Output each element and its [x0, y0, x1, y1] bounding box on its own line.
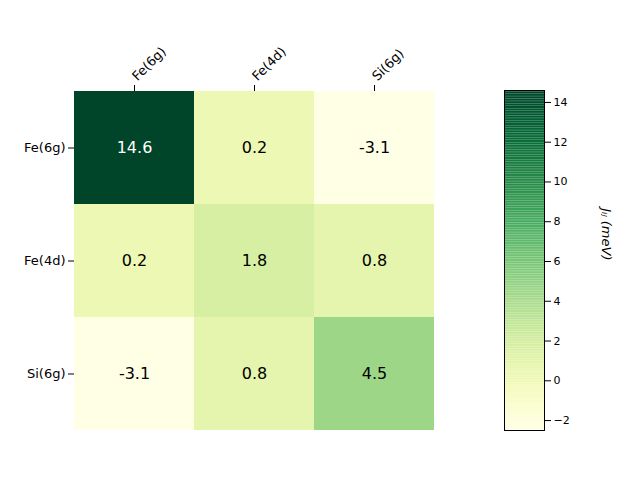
svg-text:4: 4: [554, 295, 561, 308]
svg-text:0.2: 0.2: [242, 138, 267, 157]
svg-text:Si(6g): Si(6g): [369, 46, 407, 84]
svg-text:0: 0: [554, 374, 561, 387]
svg-text:1.8: 1.8: [242, 251, 267, 270]
svg-text:8: 8: [554, 215, 561, 228]
svg-text:-3.1: -3.1: [359, 138, 390, 157]
svg-text:Fe(4d): Fe(4d): [249, 44, 289, 84]
svg-text:4.5: 4.5: [362, 364, 387, 383]
svg-text:2: 2: [554, 335, 561, 348]
svg-text:12: 12: [554, 136, 568, 149]
svg-text:Si(6g): Si(6g): [27, 366, 66, 381]
svg-text:Fe(6g): Fe(6g): [24, 140, 65, 155]
svg-text:14.6: 14.6: [117, 138, 153, 157]
svg-text:Jᵢⱼ (meV): Jᵢⱼ (meV): [599, 205, 614, 260]
svg-text:-3.1: -3.1: [119, 364, 150, 383]
svg-text:0.8: 0.8: [362, 251, 387, 270]
svg-text:10: 10: [554, 175, 568, 188]
svg-text:14: 14: [554, 96, 568, 109]
svg-text:0.2: 0.2: [122, 251, 147, 270]
svg-text:6: 6: [554, 255, 561, 268]
svg-text:Fe(6g): Fe(6g): [129, 44, 169, 84]
svg-text:−2: −2: [554, 414, 570, 427]
svg-text:0.8: 0.8: [242, 364, 267, 383]
svg-text:Fe(4d): Fe(4d): [24, 253, 65, 268]
